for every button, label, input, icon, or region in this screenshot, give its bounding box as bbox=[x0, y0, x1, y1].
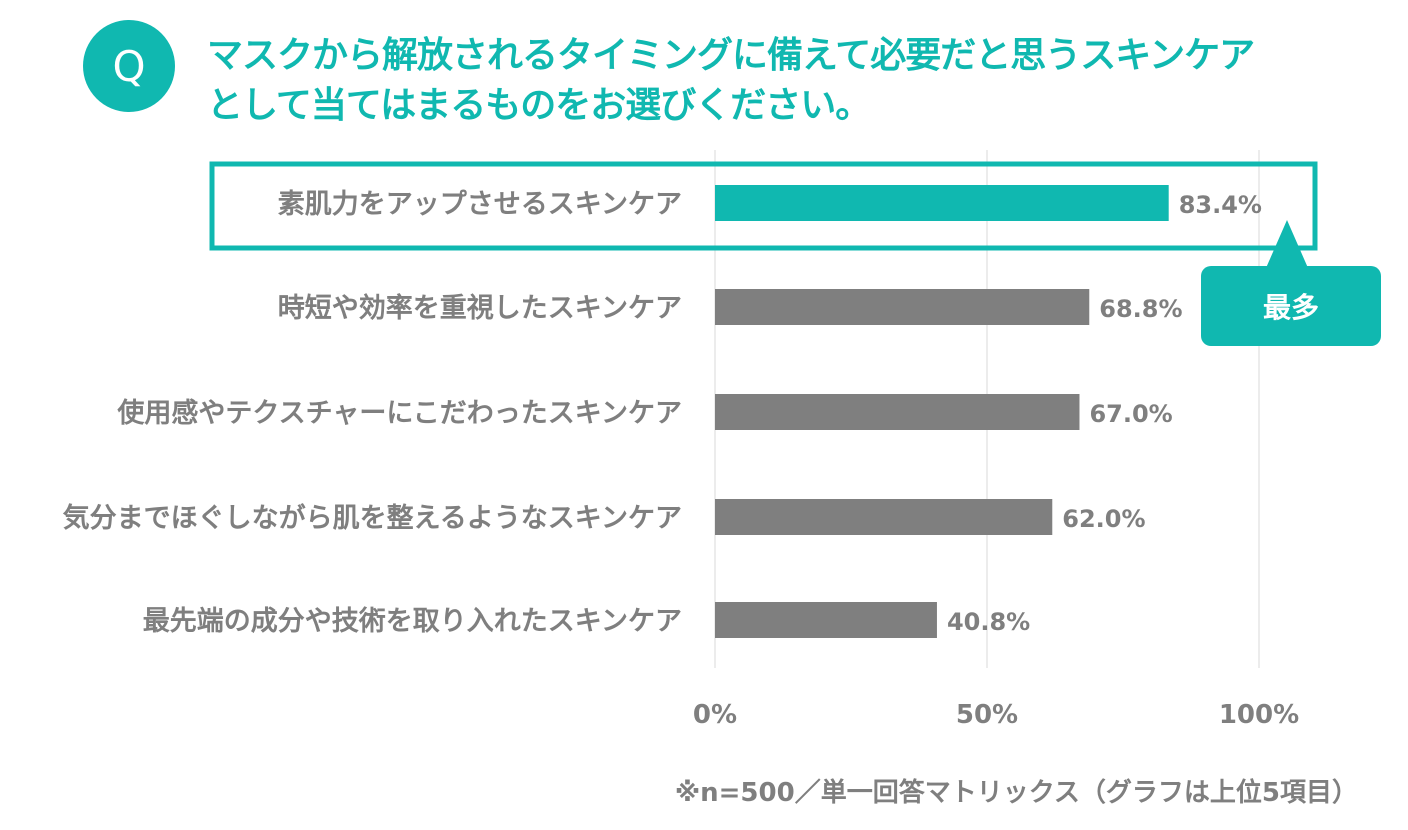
category-label: 最先端の成分や技術を取り入れたスキンケア bbox=[143, 606, 682, 637]
x-tick-label: 50% bbox=[956, 700, 1018, 730]
question-title-line-2: として当てはまるものをお選びください。 bbox=[207, 85, 871, 126]
question-title-line-1: マスクから解放されるタイミングに備えて必要だと思うスキンケア bbox=[207, 35, 1255, 76]
value-label: 68.8% bbox=[1099, 295, 1182, 323]
bar bbox=[715, 394, 1080, 430]
x-tick-label: 100% bbox=[1219, 700, 1299, 730]
value-label: 83.4% bbox=[1179, 191, 1262, 219]
footnote: ※n=500／単一回答マトリックス（グラフは上位5項目） bbox=[674, 778, 1358, 808]
value-label: 40.8% bbox=[947, 608, 1030, 636]
callout-box bbox=[1201, 266, 1381, 346]
bar bbox=[715, 499, 1053, 535]
callout-pointer bbox=[1266, 220, 1308, 268]
bar bbox=[715, 185, 1169, 221]
value-label: 62.0% bbox=[1062, 505, 1145, 533]
value-label: 67.0% bbox=[1089, 400, 1172, 428]
callout-label: 最多 bbox=[1263, 291, 1319, 324]
x-tick-label: 0% bbox=[693, 700, 737, 730]
question-badge: Q bbox=[83, 20, 175, 112]
category-label: 素肌力をアップさせるスキンケア bbox=[278, 189, 682, 220]
category-label: 気分までほぐしながら肌を整えるようなスキンケア bbox=[63, 502, 682, 534]
category-label: 使用感やテクスチャーにこだわったスキンケア bbox=[116, 397, 682, 429]
bar bbox=[715, 602, 937, 638]
category-label: 時短や効率を重視したスキンケア bbox=[278, 292, 682, 324]
highlight-frame bbox=[209, 161, 1318, 251]
bar bbox=[715, 289, 1090, 325]
